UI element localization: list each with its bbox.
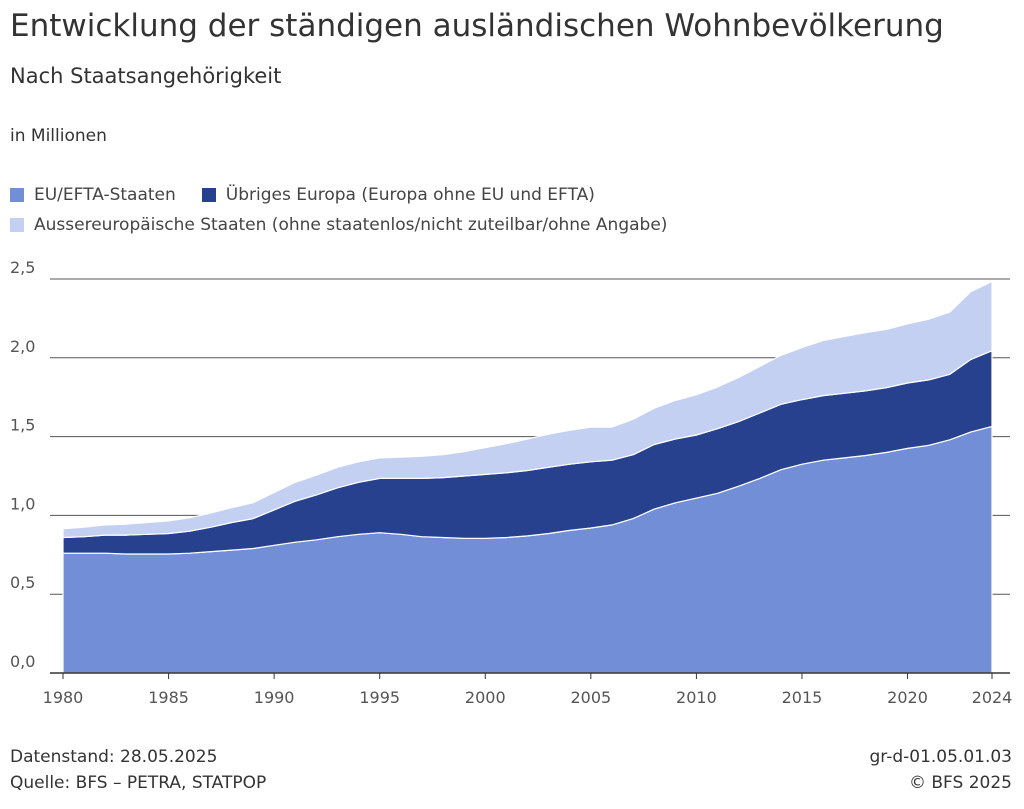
legend-item-eu-efta[interactable]: EU/EFTA-Staaten bbox=[10, 185, 176, 205]
y-tick-label: 0,5 bbox=[10, 573, 35, 592]
x-tick-label: 1980 bbox=[43, 688, 84, 707]
y-tick-label: 2,0 bbox=[10, 337, 35, 356]
chart-legend: EU/EFTA-Staaten Übriges Europa (Europa o… bbox=[10, 180, 693, 240]
legend-swatch-uebriges-europa bbox=[201, 188, 216, 202]
y-tick-label: 1,5 bbox=[10, 416, 35, 435]
area-series-3[interactable] bbox=[62, 280, 993, 539]
legend-swatch-aussereuropa bbox=[10, 218, 24, 232]
y-tick-label: 0,0 bbox=[10, 652, 35, 671]
legend-label-uebriges-europa: Übriges Europa (Europa ohne EU und EFTA) bbox=[225, 185, 595, 205]
x-tick-label: 2005 bbox=[570, 688, 611, 707]
data-date: Datenstand: 28.05.2025 bbox=[10, 747, 218, 767]
legend-row-2: Aussereuropäische Staaten (ohne staatenl… bbox=[10, 210, 693, 240]
footer-right: gr-d-01.05.01.03 © BFS 2025 bbox=[870, 744, 1013, 796]
legend-swatch-eu-efta bbox=[10, 188, 24, 202]
x-tick-label: 2020 bbox=[887, 688, 928, 707]
x-tick-label: 2000 bbox=[465, 688, 506, 707]
x-tick-label: 1995 bbox=[359, 688, 400, 707]
x-tick-label: 1985 bbox=[148, 688, 189, 707]
x-tick-label: 2024 bbox=[972, 688, 1013, 707]
legend-row-1: EU/EFTA-Staaten Übriges Europa (Europa o… bbox=[10, 180, 693, 210]
chart-code: gr-d-01.05.01.03 bbox=[869, 747, 1013, 767]
legend-item-uebriges-europa[interactable]: Übriges Europa (Europa ohne EU und EFTA) bbox=[201, 185, 595, 205]
chart-subtitle: Nach Staatsangehörigkeit bbox=[10, 64, 282, 88]
y-tick-label: 1,0 bbox=[10, 494, 35, 513]
copyright: © BFS 2025 bbox=[908, 773, 1012, 793]
legend-label-aussereuropa: Aussereuropäische Staaten (ohne staatenl… bbox=[34, 215, 668, 235]
chart-title: Entwicklung der ständigen ausländischen … bbox=[10, 8, 944, 44]
area-series-group bbox=[62, 280, 993, 674]
footer-left: Datenstand: 28.05.2025 Quelle: BFS – PET… bbox=[10, 744, 266, 796]
unit-label: in Millionen bbox=[10, 126, 107, 146]
legend-item-aussereuropa[interactable]: Aussereuropäische Staaten (ohne staatenl… bbox=[10, 215, 667, 235]
data-source: Quelle: BFS – PETRA, STATPOP bbox=[10, 773, 267, 793]
axes: 0,0 0,5 1,0 1,5 2,0 2,5 1980 1985 1990 1995 2000 20… bbox=[10, 258, 1012, 707]
x-tick-label: 2010 bbox=[676, 688, 717, 707]
x-tick-label: 1990 bbox=[254, 688, 295, 707]
y-tick-label: 2,5 bbox=[10, 258, 35, 277]
x-tick-label: 2015 bbox=[782, 688, 823, 707]
legend-label-eu-efta: EU/EFTA-Staaten bbox=[34, 185, 176, 205]
